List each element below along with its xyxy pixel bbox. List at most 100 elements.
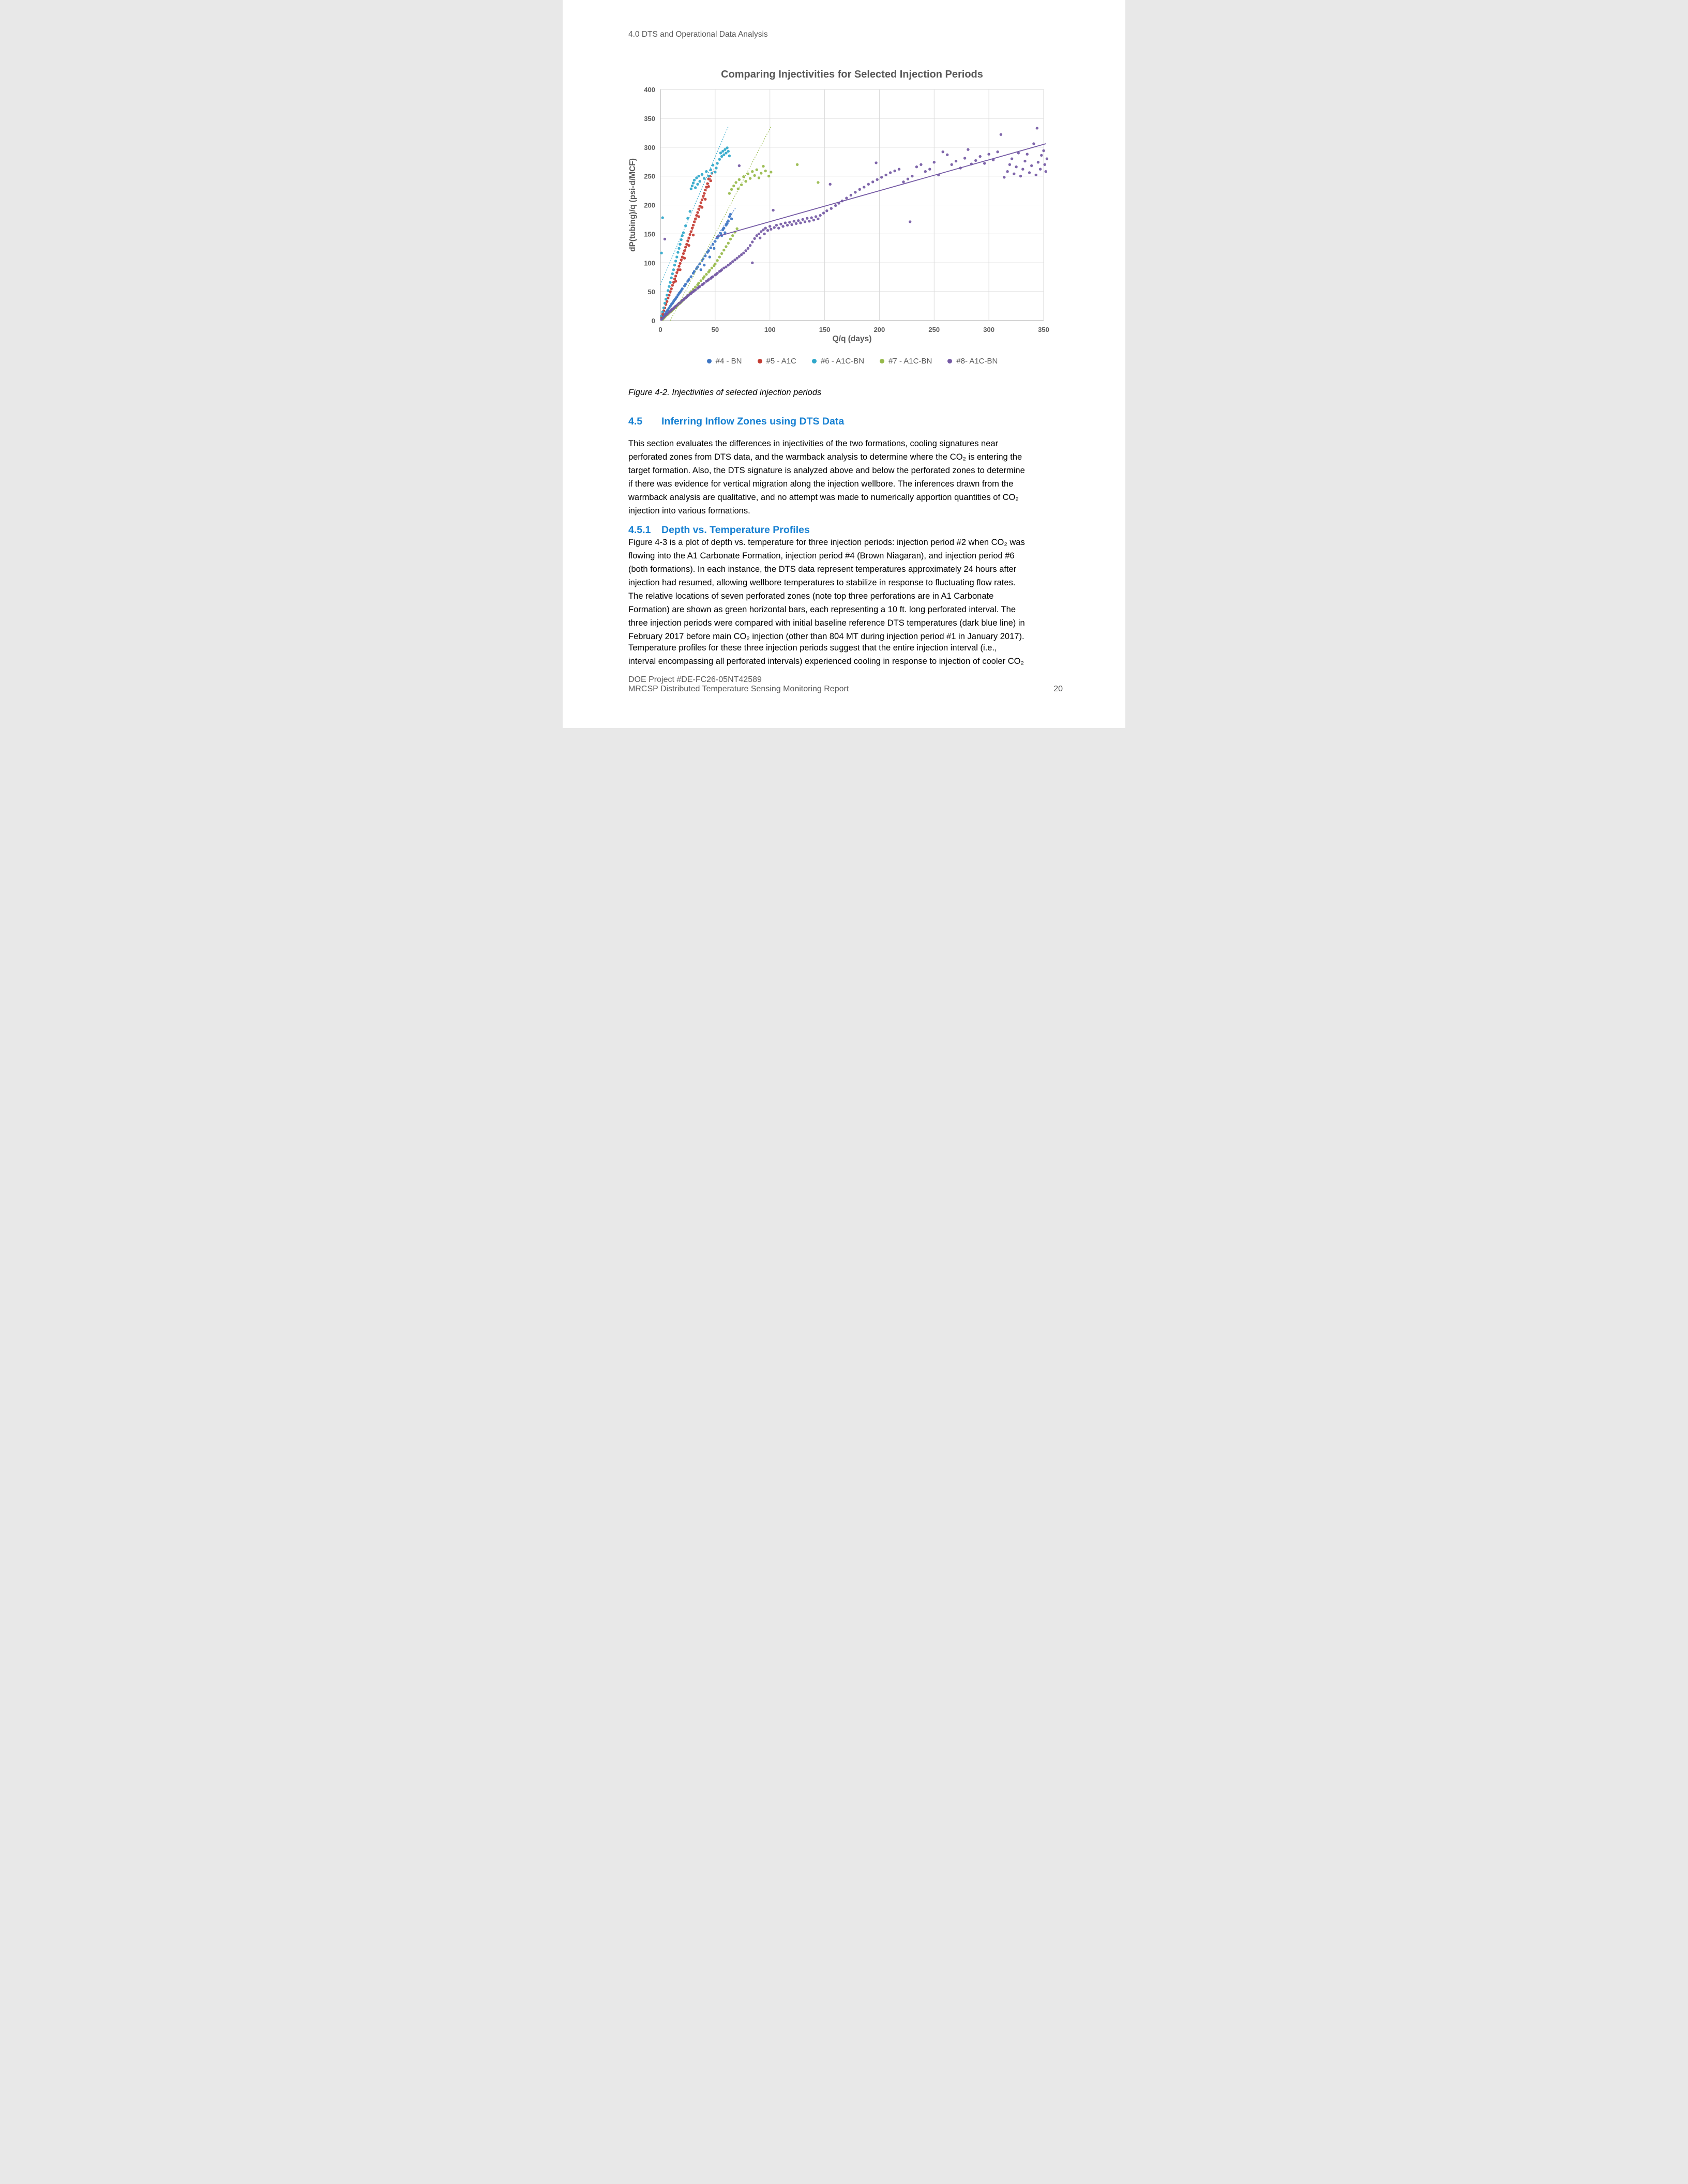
data-point [906, 177, 910, 180]
data-point [722, 266, 726, 269]
data-point [999, 133, 1003, 136]
data-point [683, 256, 686, 260]
data-point [875, 161, 878, 164]
text-line: interval encompassing all perforated int… [628, 657, 1024, 666]
data-point [706, 182, 709, 185]
data-point [963, 157, 967, 160]
data-point [718, 255, 721, 259]
data-point [663, 301, 667, 305]
text-line: warmback analysis are qualitative, and n… [628, 493, 1019, 502]
data-point [711, 163, 715, 167]
data-point [679, 242, 682, 246]
data-point [680, 238, 683, 241]
data-point [711, 242, 715, 246]
data-point [667, 296, 670, 300]
data-point [768, 225, 772, 228]
data-point [777, 226, 780, 230]
data-point [1038, 168, 1042, 171]
data-point [682, 252, 685, 255]
trendline [661, 168, 715, 318]
data-point [727, 264, 730, 267]
data-point [727, 220, 730, 223]
data-point [753, 237, 756, 240]
data-point [714, 262, 717, 266]
data-point [790, 223, 793, 226]
legend-label: #8- A1C-BN [956, 357, 998, 366]
data-point [797, 219, 800, 222]
data-point [695, 214, 698, 217]
data-point [720, 155, 724, 158]
section-heading-4-5: 4.5 Inferring Inflow Zones using DTS Dat… [628, 416, 844, 428]
legend-item: #4 - BN [706, 357, 742, 366]
data-point [897, 168, 901, 171]
data-point [893, 169, 896, 173]
section-number: 4.5.1 [628, 524, 651, 536]
data-point [772, 208, 775, 212]
data-point [737, 164, 741, 168]
data-point [694, 186, 697, 189]
legend-marker-icon [947, 359, 953, 363]
y-tick-label: 400 [644, 86, 655, 94]
data-point [674, 280, 677, 283]
data-point [1035, 127, 1038, 130]
data-point [783, 221, 787, 224]
page-number: 20 [1053, 685, 1063, 693]
data-point [915, 165, 918, 169]
data-point [697, 174, 700, 178]
data-point [714, 240, 717, 243]
data-point [755, 234, 758, 237]
data-point [705, 170, 708, 173]
data-point [734, 181, 737, 184]
data-point [708, 269, 711, 272]
x-tick-label: 350 [1038, 326, 1049, 333]
legend-label: #7 - A1C-BN [888, 357, 932, 366]
section-heading-4-5-1: 4.5.1 Depth vs. Temperature Profiles [628, 524, 810, 536]
y-tick-label: 300 [644, 144, 655, 151]
data-point [735, 256, 739, 260]
data-point [704, 198, 707, 201]
data-point [728, 215, 731, 218]
data-point [987, 153, 990, 156]
data-point [666, 294, 669, 297]
data-point [676, 251, 680, 254]
data-point [697, 207, 700, 210]
data-point [725, 265, 728, 268]
legend-item: #6 - A1C-BN [811, 357, 864, 366]
data-point [1030, 164, 1033, 168]
data-point [700, 173, 704, 176]
data-point [779, 222, 782, 226]
data-point [714, 171, 717, 174]
data-point [686, 217, 689, 220]
data-point [703, 275, 706, 278]
legend-label: #4 - BN [715, 357, 742, 366]
data-point [698, 205, 701, 208]
y-tick-label: 350 [644, 115, 655, 123]
data-point [1017, 151, 1020, 155]
legend-item: #7 - A1C-BN [880, 357, 932, 366]
legend-marker-icon [880, 359, 885, 363]
data-point [660, 314, 663, 317]
data-point [817, 217, 820, 220]
data-point [720, 268, 724, 271]
data-point [757, 232, 761, 236]
y-tick-label: 0 [652, 317, 655, 325]
data-point [1034, 173, 1037, 177]
data-point [727, 241, 730, 245]
data-point [1015, 165, 1018, 169]
data-point [751, 261, 754, 264]
data-point [863, 186, 866, 189]
data-point [728, 154, 731, 158]
injectivity-scatter-chart: 0 50 100 150 200 250 300 350 400 0 50 100 150 200 250 3… [628, 69, 1049, 343]
x-tick-label: 100 [764, 326, 776, 333]
y-tick-label: 250 [644, 173, 655, 180]
data-point [699, 268, 702, 271]
data-point [786, 223, 789, 227]
data-point [681, 234, 684, 237]
data-point [744, 249, 747, 252]
data-point [689, 187, 692, 190]
data-point [767, 174, 771, 178]
data-point [737, 178, 741, 181]
y-tick-label: 150 [644, 230, 655, 238]
data-point [748, 244, 752, 247]
data-point [825, 209, 828, 213]
